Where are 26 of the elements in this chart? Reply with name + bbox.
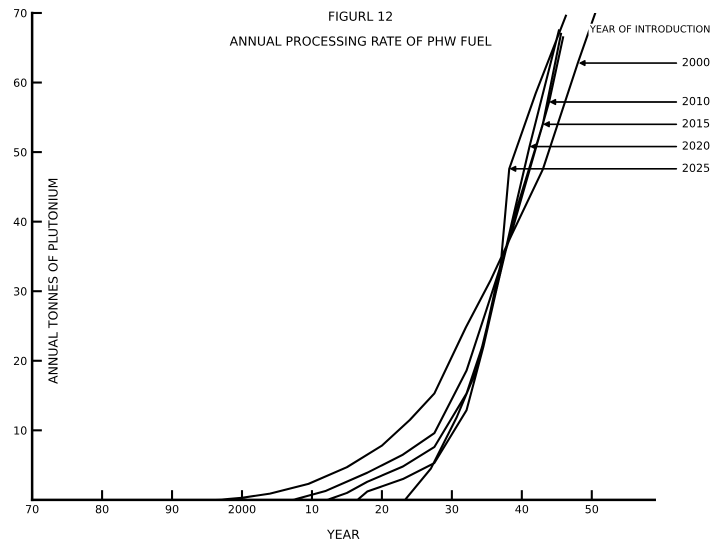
- y-tick-label: 70: [14, 8, 27, 18]
- annotation: 2010: [682, 96, 710, 106]
- y-tick-label: 40: [14, 218, 27, 226]
- x-tick-label: 2000: [228, 504, 256, 514]
- annotation: 2020: [682, 141, 710, 150]
- x-tick-label: 10: [306, 504, 318, 514]
- chart-title: FIGURL 12: [329, 11, 392, 21]
- x-tick-label: 20: [376, 504, 388, 514]
- y-tick-label: 50: [14, 148, 27, 156]
- y-tick-label: 10: [14, 426, 27, 435]
- x-tick-label: 70: [26, 504, 38, 514]
- y-tick-label: 60: [14, 78, 27, 87]
- x-tick-label: 50: [586, 504, 598, 514]
- y-tick-label: 30: [14, 287, 27, 296]
- y-axis-title: ANNUAL TONNES OF PLUTONIUM: [48, 178, 58, 384]
- x-axis-title: YEAR: [327, 530, 360, 539]
- x-tick-label: 40: [515, 504, 528, 514]
- annotation: YEAR OF INTRODUCTION: [590, 25, 710, 33]
- text: ANNUAL PROCESSING RATE OF PHW FUEL: [230, 36, 492, 46]
- x-tick-label: 30: [446, 504, 458, 514]
- annotation: 2015: [682, 119, 710, 128]
- annotation: 2025: [682, 164, 710, 172]
- y-tick-label: 20: [14, 356, 27, 366]
- annotation: 2000: [682, 58, 710, 66]
- x-tick-label: 80: [96, 504, 108, 514]
- x-tick-label: 90: [166, 504, 178, 514]
